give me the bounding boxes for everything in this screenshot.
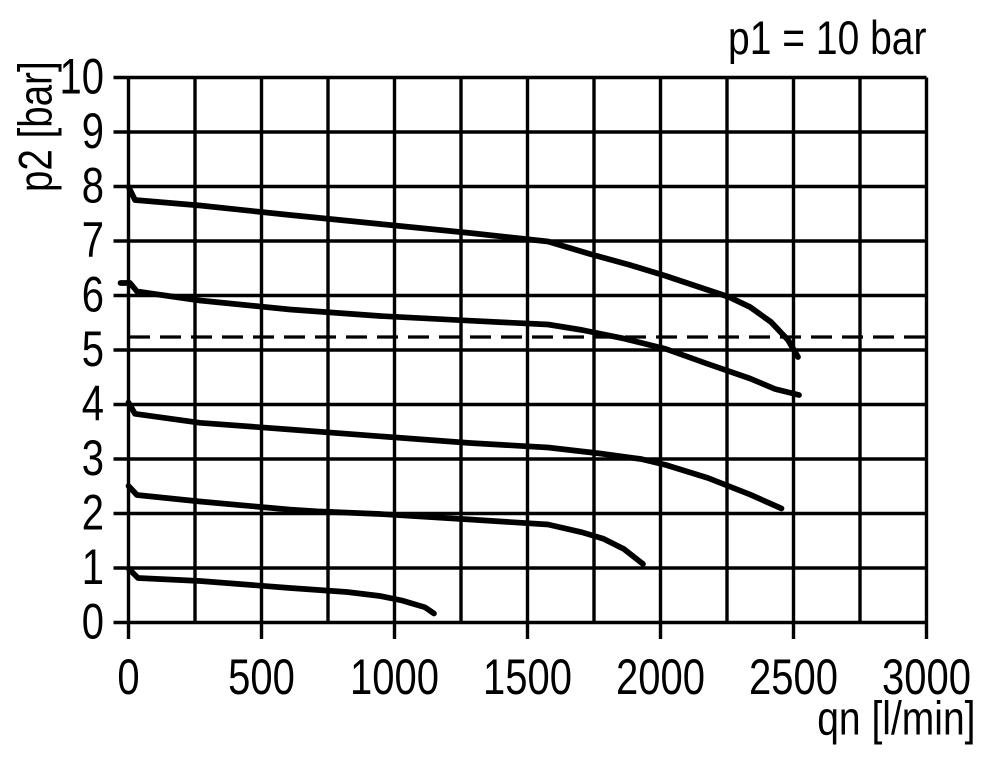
svg-text:1: 1 (82, 539, 104, 595)
svg-text:3: 3 (82, 430, 104, 486)
svg-text:2500: 2500 (749, 649, 838, 705)
svg-text:0: 0 (82, 593, 104, 649)
svg-text:6: 6 (82, 266, 104, 322)
svg-text:1500: 1500 (483, 649, 572, 705)
svg-text:p1 = 10 bar: p1 = 10 bar (728, 13, 926, 65)
svg-text:500: 500 (228, 649, 295, 705)
svg-text:qn [l/min]: qn [l/min] (817, 693, 975, 745)
svg-text:2: 2 (82, 484, 104, 540)
svg-text:8: 8 (82, 157, 104, 213)
svg-text:10: 10 (60, 48, 104, 104)
svg-text:2000: 2000 (616, 649, 705, 705)
svg-text:9: 9 (82, 103, 104, 159)
svg-text:7: 7 (82, 212, 104, 268)
svg-text:p2 [bar]: p2 [bar] (10, 61, 62, 192)
svg-text:5: 5 (82, 321, 104, 377)
svg-text:1000: 1000 (350, 649, 439, 705)
svg-text:3000: 3000 (882, 649, 971, 705)
svg-text:0: 0 (117, 649, 139, 705)
svg-text:4: 4 (82, 375, 104, 431)
